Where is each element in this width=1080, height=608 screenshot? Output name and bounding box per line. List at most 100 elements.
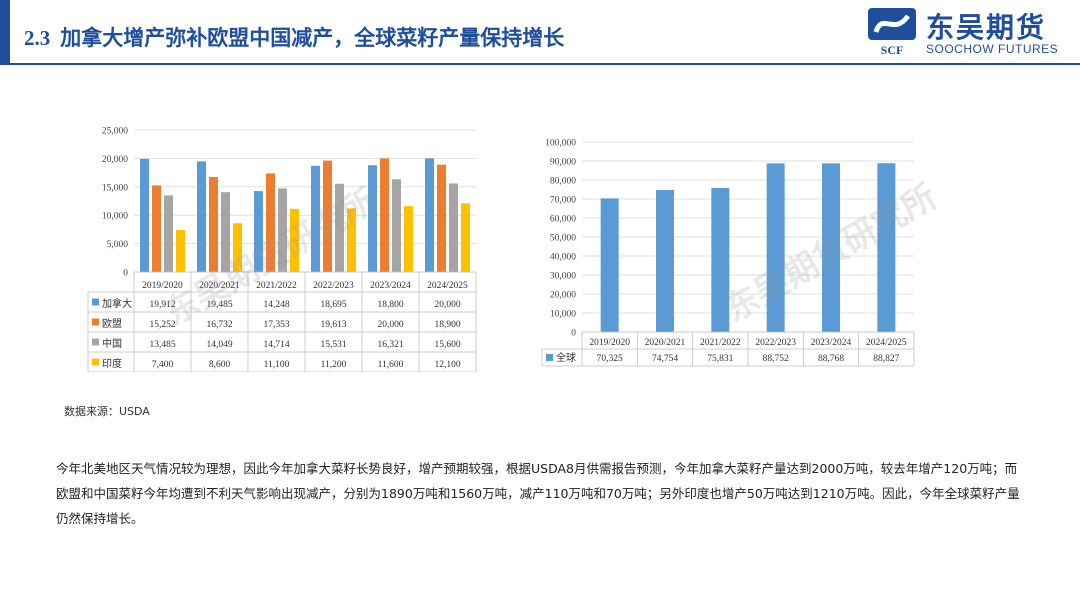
data-label: 11,600 (378, 360, 404, 370)
rapeseed-production-by-region-chart: 0 5,000 10,000 15,000 20,000 25,000 2019/2020 2… (87, 127, 477, 372)
category-label: 2019/2020 (142, 281, 183, 291)
data-label: 16,732 (206, 320, 232, 330)
y-tick-label: 25,000 (102, 127, 128, 137)
bar-加拿大-2023/2024 (368, 165, 377, 272)
logo-english-name: SOOCHOW FUTURES (926, 42, 1059, 56)
y-tick-label: 15,000 (102, 183, 128, 193)
data-label: 19,912 (149, 300, 175, 310)
y-tick-label: 80,000 (550, 177, 576, 187)
data-label: 88,827 (873, 354, 899, 364)
bar-欧盟-2019/2020 (152, 185, 161, 272)
bar-加拿大-2024/2025 (425, 158, 434, 272)
data-label: 16,321 (377, 340, 403, 350)
analysis-paragraph: 今年北美地区天气情况较为理想，因此今年加拿大菜籽长势良好，增产预期较强，根据US… (56, 461, 1020, 526)
y-tick-label: 70,000 (550, 196, 576, 206)
bar-印度-2022/2023 (347, 208, 356, 272)
legend-label: 全球 (556, 351, 576, 364)
header-rule (0, 63, 1080, 65)
bar-印度-2021/2022 (290, 208, 299, 272)
data-label: 8,600 (209, 360, 231, 370)
logo-chinese-name: 东吴期货 (926, 11, 1047, 44)
data-label: 19,485 (206, 300, 232, 310)
bar-印度-2019/2020 (176, 229, 185, 272)
bar-全球-2021/2022 (711, 187, 730, 332)
legend-label: 欧盟 (102, 318, 122, 330)
data-label: 88,752 (763, 354, 789, 364)
bar-欧盟-2023/2024 (380, 158, 389, 272)
y-tick-label: 0 (123, 269, 128, 279)
bar-印度-2023/2024 (404, 206, 413, 272)
bar-全球-2024/2025 (877, 163, 896, 332)
data-label: 74,754 (652, 354, 678, 364)
legend-swatch (92, 318, 99, 326)
bar-中国-2021/2022 (278, 188, 287, 272)
category-label: 2019/2020 (589, 338, 630, 348)
category-label: 2023/2024 (370, 281, 411, 291)
bar-欧盟-2024/2025 (437, 164, 446, 272)
legend-label: 中国 (102, 337, 122, 350)
data-label: 20,000 (434, 300, 460, 310)
category-label: 2020/2021 (645, 338, 686, 348)
category-label: 2021/2022 (700, 338, 741, 348)
bar-加拿大-2021/2022 (254, 191, 263, 272)
bar-加拿大-2019/2020 (140, 158, 149, 272)
category-label: 2024/2025 (866, 338, 907, 348)
y-tick-label: 10,000 (550, 310, 576, 320)
category-label: 2020/2021 (199, 281, 240, 291)
bar-全球-2020/2021 (656, 189, 674, 332)
legend-swatch (92, 358, 99, 366)
bar-中国-2020/2021 (221, 192, 230, 272)
data-label: 15,531 (320, 340, 346, 350)
category-label: 2023/2024 (811, 338, 852, 348)
section-number: 2.3 (24, 26, 51, 50)
data-label: 14,248 (263, 300, 289, 310)
bar-加拿大-2022/2023 (311, 165, 320, 272)
data-label: 12,100 (434, 360, 460, 370)
y-tick-label: 20,000 (102, 155, 128, 165)
y-tick-label: 100,000 (545, 139, 576, 149)
bar-全球-2023/2024 (822, 163, 840, 332)
data-label: 17,353 (263, 320, 289, 330)
title-text: 加拿大增产弥补欧盟中国减产，全球菜籽产量保持增长 (60, 26, 565, 50)
data-label: 14,049 (206, 340, 232, 350)
legend-swatch (546, 354, 553, 361)
bar-中国-2024/2025 (449, 183, 458, 272)
y-tick-label: 30,000 (550, 272, 576, 282)
bar-全球-2019/2020 (600, 198, 619, 332)
data-label: 19,613 (320, 320, 346, 330)
bar-欧盟-2020/2021 (209, 176, 218, 272)
page-title: 2.3 加拿大增产弥补欧盟中国减产，全球菜籽产量保持增长 (24, 22, 564, 52)
data-label: 18,695 (320, 300, 346, 310)
data-label: 15,600 (434, 340, 460, 350)
data-label: 11,200 (321, 360, 347, 370)
legend-swatch (92, 298, 99, 306)
data-label: 75,831 (707, 354, 733, 364)
logo-mark-text: SCF (881, 43, 904, 57)
data-label: 70,325 (597, 354, 623, 364)
logo-mark-icon: SCF (868, 8, 916, 57)
y-tick-label: 90,000 (550, 158, 576, 168)
data-label: 20,000 (377, 320, 403, 330)
data-label: 13,485 (149, 340, 175, 350)
data-label: 15,252 (149, 320, 175, 330)
bar-中国-2022/2023 (335, 183, 344, 272)
header-accent-bar (0, 0, 10, 64)
y-tick-label: 40,000 (550, 253, 576, 263)
y-tick-label: 60,000 (550, 215, 576, 225)
category-label: 2022/2023 (313, 281, 354, 291)
y-tick-label: 5,000 (107, 240, 129, 250)
y-tick-label: 0 (571, 329, 576, 339)
category-label: 2021/2022 (256, 281, 297, 291)
bar-中国-2019/2020 (164, 195, 173, 272)
bar-印度-2024/2025 (461, 203, 470, 272)
data-label: 11,100 (264, 360, 290, 370)
data-label: 88,768 (818, 354, 844, 364)
bar-加拿大-2020/2021 (197, 161, 206, 272)
y-tick-label: 50,000 (550, 234, 576, 244)
y-tick-label: 20,000 (550, 291, 576, 301)
data-label: 14,714 (263, 340, 289, 350)
bar-中国-2023/2024 (392, 179, 401, 272)
bar-全球-2022/2023 (766, 163, 785, 332)
legend-label: 加拿大 (102, 297, 132, 310)
company-logo: SCF 东吴期货 SOOCHOW FUTURES (866, 6, 1076, 58)
